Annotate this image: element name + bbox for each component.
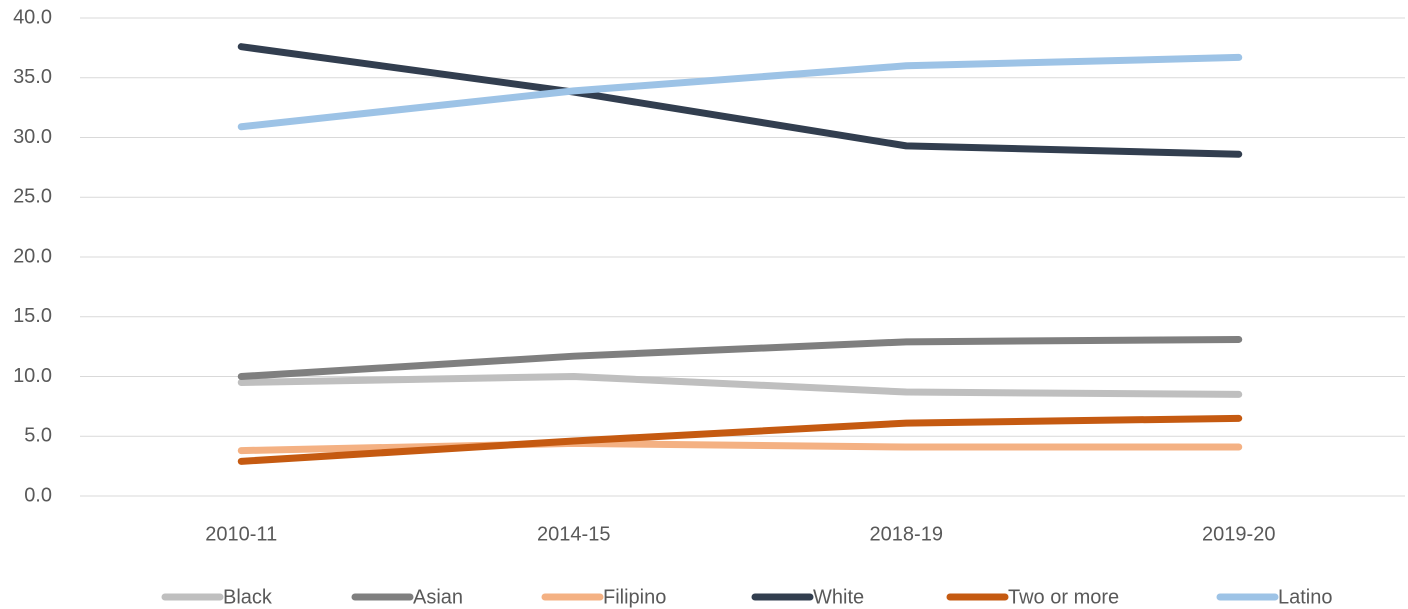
- y-tick-label: 25.0: [13, 186, 52, 208]
- y-tick-label: 30.0: [13, 126, 52, 148]
- y-tick-label: 20.0: [13, 245, 52, 267]
- x-tick-label: 2014-15: [537, 523, 610, 545]
- legend-label: White: [813, 586, 864, 608]
- x-tick-label: 2018-19: [870, 523, 943, 545]
- legend-label: Two or more: [1008, 586, 1119, 608]
- y-tick-label: 40.0: [13, 6, 52, 28]
- legend-label: Latino: [1278, 586, 1333, 608]
- series-line: [237, 43, 1243, 158]
- series-line: [237, 335, 1243, 380]
- y-tick-label: 0.0: [24, 484, 52, 506]
- legend-label: Asian: [413, 586, 463, 608]
- legend-label: Black: [223, 586, 273, 608]
- series-line: [237, 53, 1243, 131]
- y-tick-label: 15.0: [13, 305, 52, 327]
- x-tick-label: 2019-20: [1202, 523, 1275, 545]
- series-line: [237, 373, 1243, 398]
- y-tick-label: 5.0: [24, 425, 52, 447]
- series-line: [237, 439, 1243, 455]
- x-tick-label: 2010-11: [205, 523, 277, 545]
- series-line: [237, 414, 1243, 465]
- y-tick-label: 35.0: [13, 66, 52, 88]
- legend-label: Filipino: [603, 586, 666, 608]
- y-tick-label: 10.0: [13, 365, 52, 387]
